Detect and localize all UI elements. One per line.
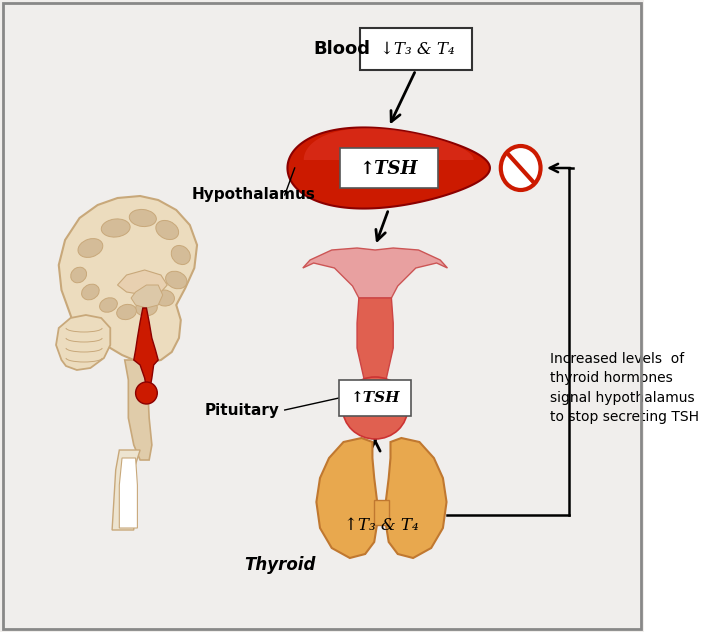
Text: ↑T₃ & T₄: ↑T₃ & T₄ <box>344 516 419 533</box>
Text: ↓T₃ & T₄: ↓T₃ & T₄ <box>380 40 455 58</box>
Ellipse shape <box>155 290 174 306</box>
FancyBboxPatch shape <box>340 148 437 188</box>
Polygon shape <box>304 128 473 160</box>
Polygon shape <box>125 360 152 460</box>
Polygon shape <box>112 450 140 530</box>
Ellipse shape <box>166 271 187 289</box>
FancyBboxPatch shape <box>360 28 472 70</box>
Polygon shape <box>131 285 163 308</box>
Text: Blood: Blood <box>313 40 370 58</box>
Text: Pituitary: Pituitary <box>205 403 280 418</box>
Polygon shape <box>59 196 197 363</box>
Polygon shape <box>357 298 393 388</box>
Ellipse shape <box>156 221 179 240</box>
Text: Thyroid: Thyroid <box>244 556 316 574</box>
Polygon shape <box>120 458 137 528</box>
Ellipse shape <box>101 219 130 237</box>
Circle shape <box>501 146 540 190</box>
Polygon shape <box>56 315 110 370</box>
FancyBboxPatch shape <box>339 380 412 416</box>
Ellipse shape <box>70 267 87 283</box>
Ellipse shape <box>117 305 137 320</box>
Text: ↑TSH: ↑TSH <box>350 391 400 405</box>
Polygon shape <box>288 128 490 209</box>
Ellipse shape <box>172 245 190 265</box>
Polygon shape <box>386 438 446 558</box>
Polygon shape <box>134 308 158 388</box>
Text: ↑TSH: ↑TSH <box>360 160 418 178</box>
Ellipse shape <box>78 239 103 257</box>
Ellipse shape <box>130 209 157 226</box>
Text: Increased levels  of
thyroid hormones
signal hypothalamus
to stop secreting TSH: Increased levels of thyroid hormones sig… <box>550 352 698 424</box>
Polygon shape <box>303 248 447 298</box>
Ellipse shape <box>135 382 157 404</box>
Polygon shape <box>117 270 167 295</box>
Polygon shape <box>316 438 377 558</box>
Ellipse shape <box>135 300 157 316</box>
Polygon shape <box>375 500 389 525</box>
Ellipse shape <box>342 377 408 439</box>
Ellipse shape <box>82 284 99 300</box>
Ellipse shape <box>100 298 117 312</box>
Text: Hypothalamus: Hypothalamus <box>191 188 315 202</box>
